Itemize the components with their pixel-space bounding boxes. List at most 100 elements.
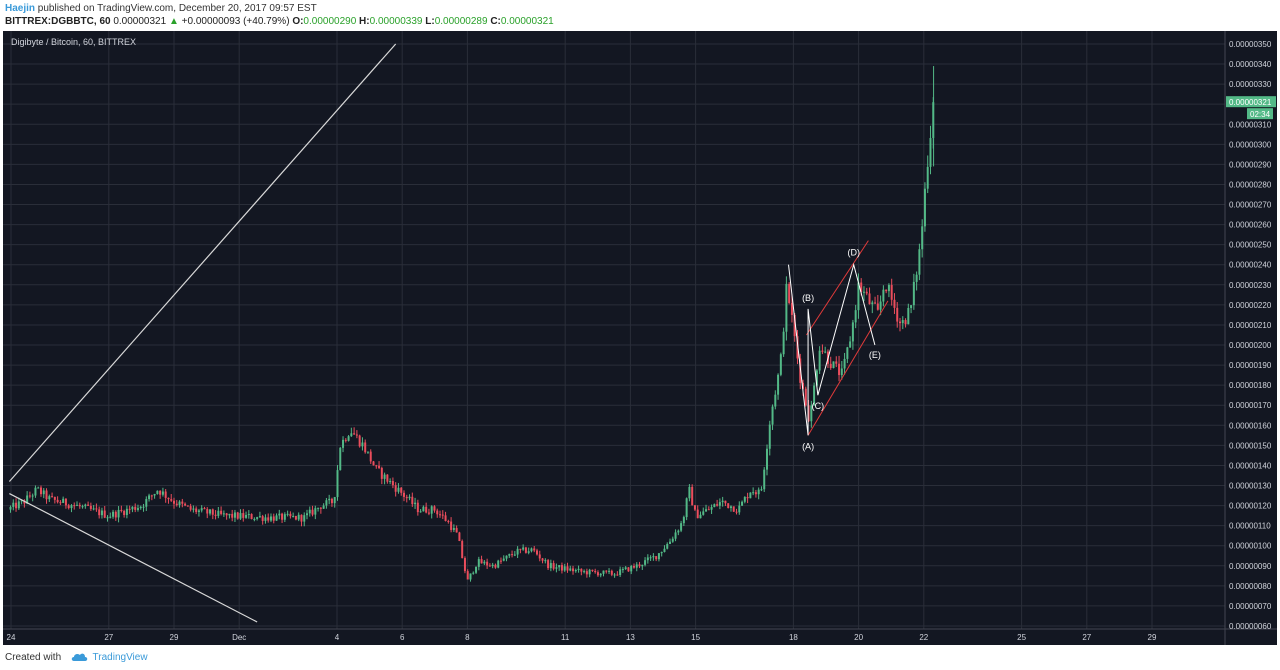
- candle-body: [300, 514, 303, 522]
- candle-body: [225, 513, 228, 516]
- candle-body: [680, 523, 683, 531]
- candle-body: [865, 291, 868, 294]
- candle-body: [641, 564, 644, 567]
- candle-body: [339, 447, 342, 471]
- candle-body: [95, 508, 98, 510]
- candle-body: [231, 513, 234, 518]
- candle-body: [181, 501, 184, 504]
- candle-body: [436, 510, 439, 515]
- candle-body: [552, 563, 555, 569]
- candle-body: [264, 517, 267, 521]
- open-value: 0.00000290: [303, 16, 357, 27]
- low-label: L:: [425, 16, 435, 27]
- time-tick-label: 15: [691, 633, 700, 642]
- candle-body: [347, 436, 350, 441]
- channel-line: [806, 240, 869, 336]
- price-tick-label: 0.00000340: [1229, 60, 1272, 69]
- candle-body: [813, 385, 816, 406]
- candle-body: [67, 505, 70, 509]
- candle-body: [84, 504, 87, 507]
- candle-body: [696, 509, 699, 519]
- candle-body: [760, 489, 763, 491]
- candle-body: [103, 510, 106, 518]
- trendline: [8, 43, 397, 482]
- candle-body: [125, 508, 128, 515]
- high-label: H:: [359, 16, 370, 27]
- candle-body: [145, 499, 148, 507]
- candle-body: [777, 374, 780, 395]
- candle-body: [602, 570, 605, 574]
- author-name[interactable]: Haejin: [5, 3, 36, 14]
- candle-body: [419, 511, 422, 513]
- candle-body: [563, 566, 566, 571]
- candle-body: [389, 481, 392, 483]
- candle-body: [62, 498, 65, 503]
- candle-body: [533, 548, 536, 551]
- candle-body: [910, 305, 913, 308]
- candle-body: [785, 283, 788, 332]
- candle-body: [39, 487, 42, 495]
- candle-body: [15, 502, 18, 509]
- last-price: 0.00000321: [113, 16, 167, 27]
- candle-body: [824, 351, 827, 353]
- candle-body: [380, 467, 383, 479]
- chart-panel[interactable]: 0.000003500.000003400.000003300.00000320…: [3, 31, 1277, 645]
- candle-body: [638, 564, 641, 567]
- candle-body: [375, 465, 378, 467]
- candle-body: [732, 506, 735, 512]
- candle-body: [851, 322, 854, 342]
- candle-body: [499, 560, 502, 562]
- tradingview-brand[interactable]: TradingView: [92, 652, 148, 663]
- price-tick-label: 0.00000220: [1229, 301, 1272, 310]
- candle-body: [117, 509, 120, 518]
- candle-body: [616, 574, 619, 576]
- candle-body: [391, 481, 394, 486]
- price-tick-label: 0.00000130: [1229, 482, 1272, 491]
- candle-body: [342, 439, 345, 448]
- candle-body: [741, 501, 744, 506]
- candle-body: [148, 495, 151, 500]
- candle-body: [250, 514, 253, 519]
- candle-body: [441, 514, 444, 516]
- candle-body: [355, 434, 358, 436]
- price-chart[interactable]: 0.000003500.000003400.000003300.00000320…: [3, 31, 1277, 645]
- time-tick-label: 4: [335, 633, 340, 642]
- candle-body: [64, 498, 67, 506]
- candle-body: [516, 548, 519, 555]
- grid: [3, 31, 1225, 629]
- candle-body: [394, 485, 397, 492]
- candle-body: [547, 560, 550, 569]
- close-label: C:: [490, 16, 501, 27]
- candle-body: [691, 486, 694, 506]
- candle-body: [439, 514, 442, 516]
- candle-body: [366, 451, 369, 453]
- candle-body: [139, 506, 142, 509]
- candle-body: [524, 547, 527, 553]
- candle-body: [142, 506, 145, 508]
- candle-body: [774, 394, 777, 407]
- candle-body: [311, 509, 314, 515]
- candles: (A) (B) (C) (D) (E): [8, 43, 935, 623]
- candle-body: [596, 572, 599, 576]
- candle-body: [860, 282, 863, 292]
- candle-body: [588, 569, 591, 575]
- time-tick-label: 29: [1148, 633, 1157, 642]
- candle-body: [414, 502, 417, 505]
- candle-body: [12, 502, 15, 507]
- candle-body: [669, 541, 672, 544]
- candle-body: [161, 491, 164, 495]
- time-tick-label: 29: [170, 633, 179, 642]
- candle-body: [555, 567, 558, 569]
- candle-body: [660, 551, 663, 554]
- candle-body: [566, 566, 569, 571]
- candle-body: [591, 569, 594, 571]
- candle-body: [167, 497, 170, 500]
- candle-body: [134, 506, 137, 510]
- candle-body: [926, 166, 929, 189]
- candle-body: [843, 358, 846, 369]
- price-axis: 0.000003500.000003400.000003300.00000320…: [1229, 40, 1272, 631]
- candle-body: [189, 506, 192, 510]
- countdown-label: 02:34: [1250, 110, 1271, 119]
- candle-body: [763, 469, 766, 490]
- candle-body: [383, 474, 386, 479]
